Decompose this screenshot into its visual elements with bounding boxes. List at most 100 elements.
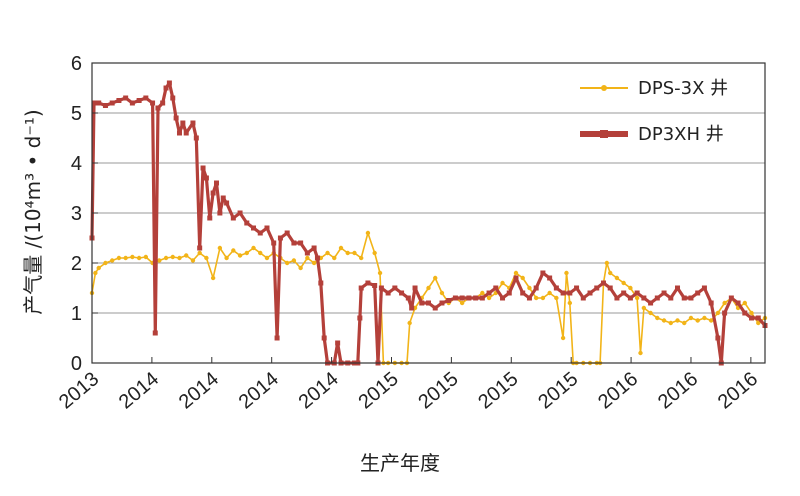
- series-1-point-31: [224, 200, 230, 206]
- series-1-point-116: [735, 300, 741, 306]
- series-1-point-88: [553, 285, 559, 291]
- legend-marker-dp3xh: [600, 130, 608, 138]
- x-tick-label-10: 2016: [654, 368, 702, 413]
- series-1-point-35: [251, 225, 257, 231]
- x-tick-label-5: 2015: [354, 368, 402, 413]
- series-0-point-2: [96, 265, 101, 271]
- series-0-point-62: [486, 295, 492, 301]
- series-0-point-8: [136, 255, 142, 261]
- series-1-point-61: [378, 285, 384, 291]
- series-1-point-10: [150, 100, 156, 106]
- series-0-point-58: [459, 300, 465, 306]
- series-1-point-68: [419, 300, 425, 306]
- series-1-point-106: [675, 285, 681, 291]
- series-1-point-24: [200, 165, 206, 171]
- series-0-point-88: [634, 295, 640, 301]
- series-1-point-102: [648, 300, 654, 306]
- series-1-point-79: [493, 285, 499, 291]
- series-1-point-110: [701, 285, 707, 291]
- series-1-point-75: [466, 295, 472, 301]
- series-0-point-55: [439, 290, 445, 296]
- series-0-point-97: [688, 315, 694, 321]
- series-0-point-12: [163, 255, 169, 261]
- series-0-point-33: [305, 255, 310, 261]
- series-0-point-25: [251, 245, 256, 251]
- series-1-point-78: [486, 290, 492, 296]
- series-0-point-14: [177, 255, 182, 261]
- series-1-point-20: [183, 130, 189, 136]
- series-1-point-63: [392, 285, 398, 291]
- series-1-point-69: [426, 300, 431, 306]
- series-1-point-101: [641, 295, 647, 301]
- series-0-point-32: [298, 265, 303, 271]
- series-0-point-39: [345, 250, 350, 256]
- series-1-point-94: [594, 285, 600, 291]
- series-1-point-6: [123, 95, 129, 101]
- series-1-point-34: [244, 220, 250, 226]
- series-0-point-41: [359, 255, 364, 261]
- series-1-point-12: [155, 105, 161, 111]
- series-0-point-83: [604, 260, 610, 266]
- series-0-point-40: [352, 250, 357, 256]
- series-1-point-111: [708, 300, 714, 306]
- series-0-point-4: [109, 258, 115, 263]
- series-1-point-86: [540, 270, 546, 276]
- series-0-point-15: [184, 253, 189, 258]
- series-1-point-23: [197, 245, 203, 251]
- y-tick-label-1: 1: [71, 303, 82, 325]
- x-tick-label-9: 2016: [594, 368, 642, 413]
- y-tick-label-0: 0: [71, 353, 82, 375]
- series-0-point-26: [258, 250, 263, 256]
- series-1-point-92: [580, 295, 586, 301]
- series-1-point-65: [405, 295, 411, 301]
- series-0-point-106: [749, 310, 754, 316]
- series-0-point-68: [527, 285, 532, 291]
- series-1-point-13: [160, 100, 166, 106]
- series-1-point-28: [214, 180, 220, 186]
- legend-item-dps-3x: DPS-3X 井: [580, 78, 728, 99]
- series-1-point-95: [600, 280, 606, 286]
- y-tick-label-3: 3: [71, 203, 82, 225]
- series-1-point-58: [365, 280, 371, 286]
- series-0-point-34: [311, 260, 317, 266]
- series-0-point-69: [533, 295, 539, 301]
- series-1-point-1: [91, 100, 97, 106]
- series-1-point-41: [284, 230, 290, 236]
- y-axis-title: 产气量 /(10⁴m³ • d⁻¹): [21, 109, 45, 314]
- gridlines: [92, 62, 765, 364]
- series-0-point-92: [655, 315, 660, 321]
- series-1-point-93: [587, 290, 593, 296]
- series-1-point-39: [274, 335, 280, 341]
- series-1-point-67: [412, 285, 418, 291]
- series-0-point-93: [661, 318, 667, 323]
- series-1-point-85: [533, 285, 539, 291]
- x-tick-label-8: 2015: [534, 368, 582, 413]
- series-0-point-99: [702, 315, 707, 321]
- series-0-point-20: [217, 245, 223, 251]
- series-1-point-17: [173, 115, 179, 121]
- series-1-point-117: [742, 310, 748, 316]
- series-1-point-16: [170, 95, 176, 101]
- series-0-point-31: [291, 258, 297, 263]
- series-line-0: [91, 232, 766, 364]
- series-0-point-74: [564, 270, 569, 276]
- series-1-point-2: [96, 100, 102, 106]
- series-0-point-72: [554, 295, 559, 301]
- series-1-point-29: [217, 210, 223, 216]
- series-1-point-74: [459, 295, 465, 301]
- series-1-point-38: [271, 240, 277, 246]
- series-1-point-36: [257, 230, 263, 236]
- series-0-point-16: [190, 258, 196, 263]
- legend-label-dps-3x: DPS-3X 井: [638, 78, 728, 99]
- series-0-point-23: [237, 253, 243, 258]
- series-1-point-14: [163, 85, 169, 91]
- series-1-point-57: [358, 285, 364, 291]
- x-axis-title: 生产年度: [360, 451, 440, 475]
- series-1-point-66: [409, 305, 415, 311]
- series-1-point-115: [728, 295, 734, 301]
- series-0-point-54: [433, 275, 438, 281]
- series-0-point-11: [157, 258, 162, 263]
- series-1-point-4: [109, 100, 115, 106]
- series-0-point-19: [210, 275, 216, 281]
- legend-label-dp3xh: DP3XH 井: [638, 124, 724, 145]
